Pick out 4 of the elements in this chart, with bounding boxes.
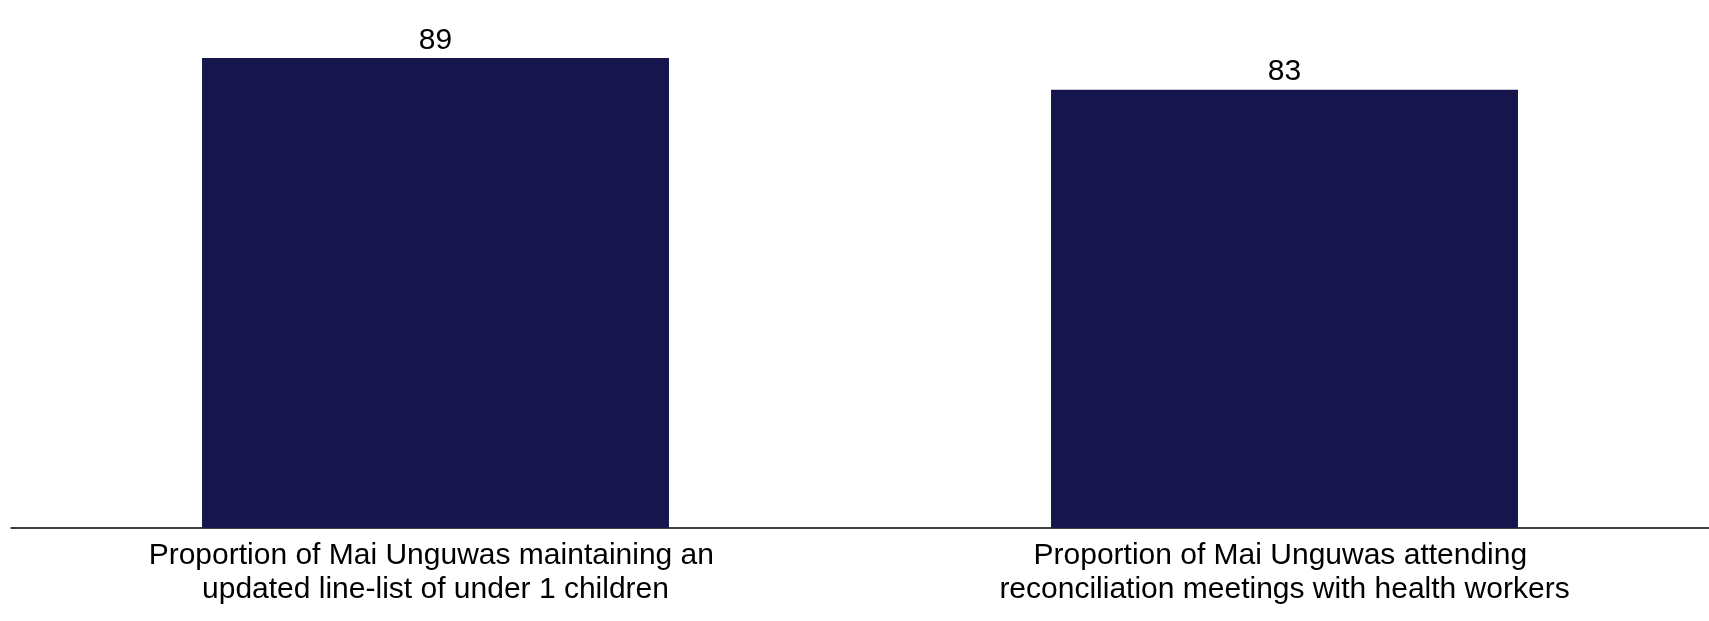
data-label: 89 <box>418 21 453 55</box>
x-tick-label: Proportion of Mai Unguwas maintaining an updated line-list of under 1 children <box>148 536 723 604</box>
data-label: 83 <box>1267 53 1302 87</box>
x-tick-label: Proportion of Mai Unguwas attending reconciliation meetings with health workers <box>999 536 1570 604</box>
